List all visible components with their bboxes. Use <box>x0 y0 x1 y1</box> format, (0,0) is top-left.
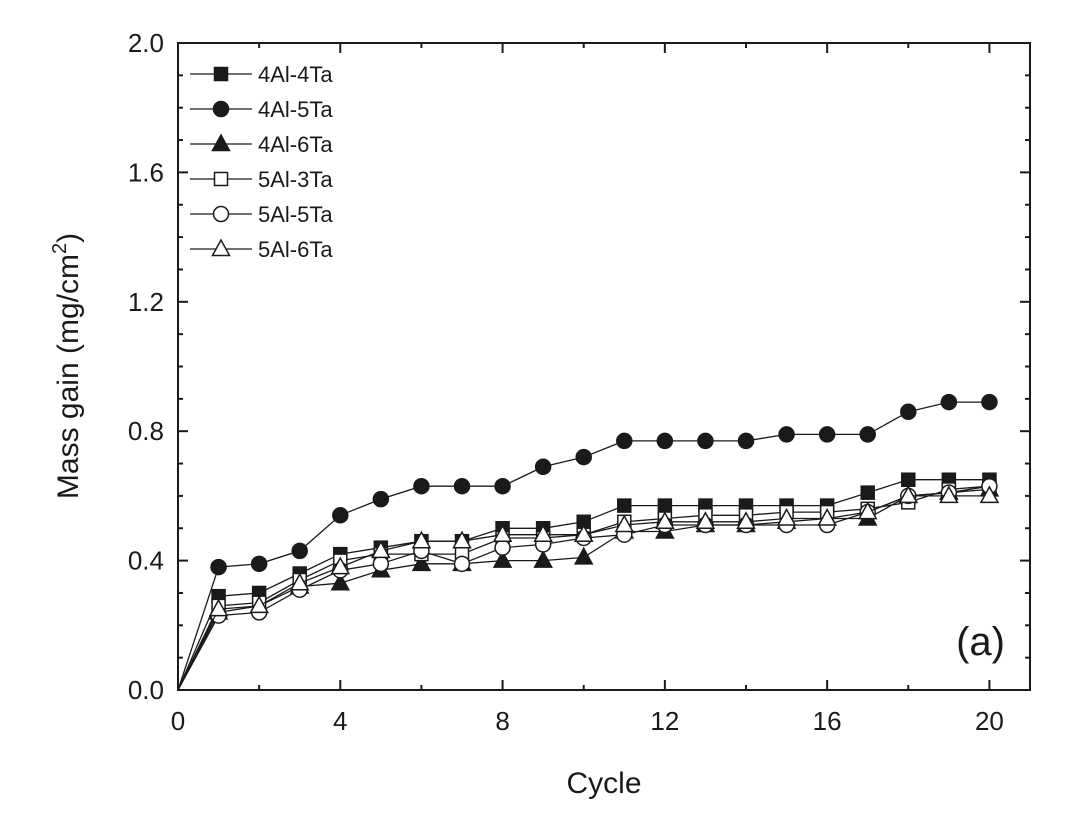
x-tick-label: 0 <box>171 706 185 736</box>
legend-item: 5Al-6Ta <box>190 237 333 262</box>
data-point <box>492 524 513 542</box>
data-point <box>411 530 432 549</box>
legend-marker <box>213 66 229 82</box>
y-axis-title: Mass gain (mg/cm2) <box>49 233 85 499</box>
data-point <box>655 511 675 530</box>
y-tick-label: 0.4 <box>128 546 164 576</box>
legend-label: 5Al-5Ta <box>258 202 333 227</box>
legend-label: 4Al-5Ta <box>258 97 333 122</box>
data-point <box>494 477 511 495</box>
y-axis-title-main: Mass gain (mg/cm <box>52 254 85 499</box>
legend-marker <box>213 171 229 187</box>
data-point <box>332 507 349 524</box>
x-tick-label: 20 <box>975 706 1004 736</box>
data-point <box>617 498 632 513</box>
axis-ticks <box>177 42 1030 691</box>
legend-marker <box>211 133 231 152</box>
legend-item: 5Al-5Ta <box>190 202 333 227</box>
data-point <box>411 553 432 572</box>
series-layer <box>177 393 1000 691</box>
data-point <box>453 555 471 573</box>
data-point <box>656 432 674 450</box>
data-point <box>289 572 310 591</box>
data-point <box>371 540 391 559</box>
data-point <box>736 511 756 530</box>
data-point <box>778 426 795 443</box>
series-4Al-5Ta <box>177 393 998 691</box>
data-point <box>859 426 876 443</box>
legend-label: 4Al-6Ta <box>258 132 333 157</box>
legend-label: 5Al-3Ta <box>258 167 333 192</box>
data-point <box>614 514 635 533</box>
data-point <box>372 490 390 508</box>
y-tick-label: 0.0 <box>128 675 164 705</box>
y-tick-label: 2.0 <box>128 28 164 58</box>
data-point <box>492 550 513 568</box>
data-point <box>981 393 998 411</box>
panel-label: (a) <box>956 620 1005 664</box>
x-tick-label: 8 <box>495 706 509 736</box>
data-point <box>494 539 511 556</box>
legend: 4Al-4Ta 4Al-5Ta 4Al-6Ta 5Al-3Ta 5Al-5Ta 5Al-6… <box>190 62 333 262</box>
data-point <box>940 393 958 411</box>
data-point <box>898 485 919 504</box>
data-point <box>860 485 875 500</box>
legend-marker <box>212 100 230 118</box>
data-point <box>250 555 268 573</box>
data-point <box>979 485 1000 504</box>
y-axis-title-close: ) <box>52 233 85 243</box>
data-point <box>372 555 390 573</box>
data-point <box>533 524 553 542</box>
data-point <box>330 572 351 591</box>
data-point <box>249 595 269 614</box>
data-point <box>695 511 716 530</box>
legend-label: 4Al-4Ta <box>258 62 333 87</box>
data-point <box>616 432 633 450</box>
data-point <box>452 530 472 549</box>
data-point <box>573 524 594 542</box>
legend-marker <box>212 205 230 223</box>
y-axis-title-superscript: 2 <box>49 243 71 254</box>
data-point <box>533 550 553 568</box>
data-point <box>210 558 227 576</box>
data-point <box>857 501 878 520</box>
legend-item: 4Al-6Ta <box>190 132 333 157</box>
y-tick-label: 1.2 <box>128 287 164 317</box>
x-tick-label: 12 <box>650 706 679 736</box>
y-tick-label: 1.6 <box>128 157 164 187</box>
legend-item: 4Al-4Ta <box>190 62 333 87</box>
x-tick-label: 16 <box>813 706 842 736</box>
data-point <box>776 507 797 526</box>
y-tick-label: 0.8 <box>128 416 164 446</box>
data-point <box>697 432 714 450</box>
legend-item: 4Al-5Ta <box>190 97 333 122</box>
x-axis-title: Cycle <box>566 767 641 800</box>
data-point <box>737 432 755 450</box>
data-point <box>575 448 592 466</box>
data-point <box>900 403 917 421</box>
series-5Al-6Ta <box>177 485 1000 691</box>
data-point <box>453 477 471 495</box>
data-point <box>330 556 351 575</box>
data-point <box>291 542 308 560</box>
legend-marker <box>211 238 231 257</box>
data-point <box>413 477 430 495</box>
data-point <box>817 507 837 526</box>
legend-item: 5Al-3Ta <box>190 167 333 192</box>
data-point <box>657 498 673 513</box>
legend-label: 5Al-6Ta <box>258 237 333 262</box>
data-point <box>939 485 959 504</box>
axis-tick-labels: 0 4 8 12 16 20 0.0 0.4 0.8 1.2 1.6 2.0 <box>128 28 1004 736</box>
data-point <box>208 598 229 617</box>
data-point <box>573 546 594 565</box>
data-point <box>901 472 916 487</box>
data-point <box>534 458 552 476</box>
x-tick-label: 4 <box>333 706 347 736</box>
data-point <box>818 426 836 443</box>
